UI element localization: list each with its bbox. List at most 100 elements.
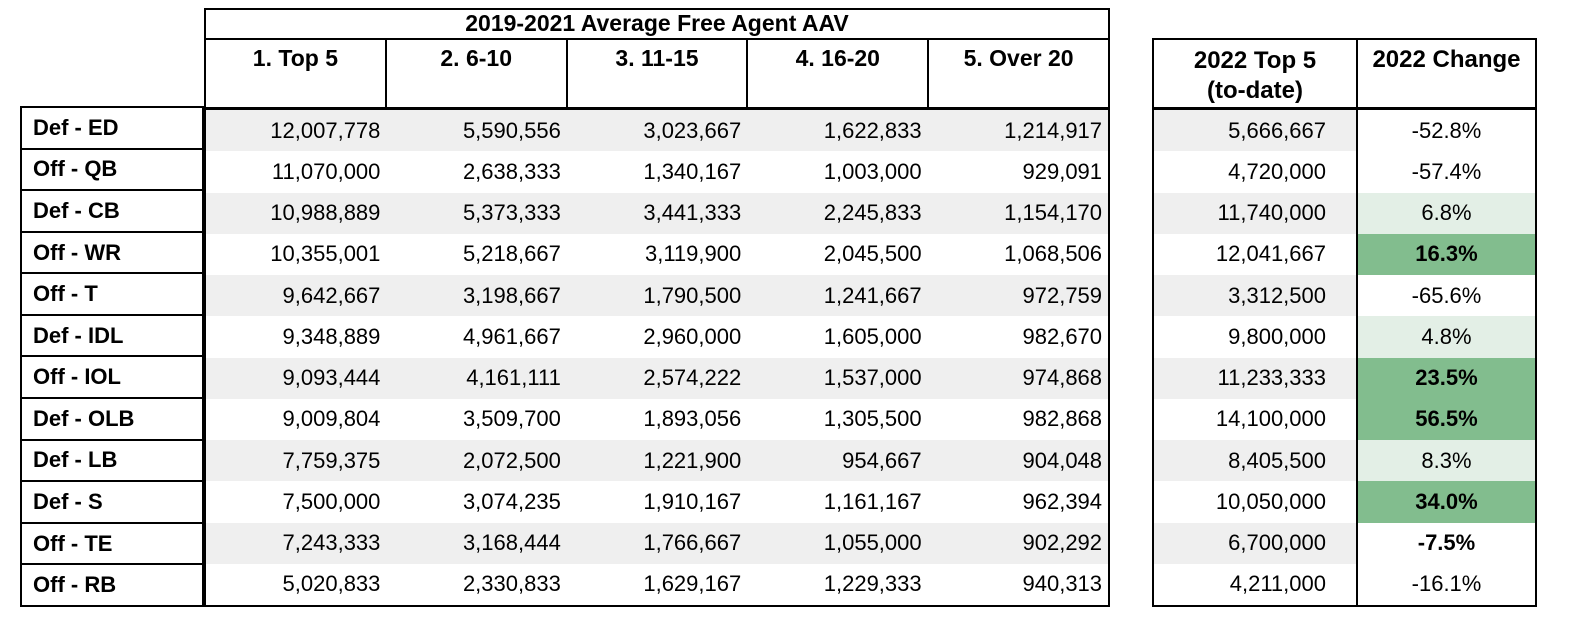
change-2022-cell: -65.6%	[1411, 282, 1482, 308]
row-label: Def - ED	[22, 108, 202, 150]
col-header-2022-top5-line1: 2022 Top 5	[1193, 47, 1317, 74]
table-row: 7,243,333 3,168,444 1,766,667 1,055,000 902,…	[206, 522, 1108, 564]
change-2022-cell: 56.5%	[1358, 398, 1535, 440]
top5-2022-cell: 9,800,000	[1154, 316, 1358, 358]
aav-cell: 9,093,444	[282, 365, 381, 391]
table-row-2022: 4,720,000 -57.4%	[1154, 151, 1535, 193]
table-row-2022: 6,700,000 -7.5%	[1154, 522, 1535, 564]
aav-cell: 3,168,444	[462, 530, 561, 556]
aav-cell: 1,537,000	[823, 365, 922, 391]
row-label: Def - IDL	[22, 315, 202, 358]
aav-cell: 9,642,667	[282, 282, 381, 308]
aav-cell: 7,500,000	[282, 488, 381, 514]
aav-cell: 9,348,889	[282, 323, 381, 349]
aav-cell: 10,355,001	[270, 241, 381, 267]
aav-cell: 962,394	[1022, 488, 1103, 514]
change-2022-cell: 4.8%	[1358, 316, 1535, 358]
top5-2022-cell: 11,233,333	[1154, 357, 1358, 399]
aav-cell: 954,667	[842, 447, 922, 473]
tier-column-headers: 1. Top 5 2. 6-10 3. 11-15 4. 16-20 5. Over 2…	[206, 40, 1108, 110]
change-2022-cell: -7.5%	[1417, 530, 1476, 556]
change-2022-cell: 34.0%	[1358, 481, 1535, 523]
aav-cell: 12,007,778	[270, 117, 381, 143]
row-label: Off - IOL	[22, 357, 202, 400]
top5-2022-cell: 6,700,000	[1154, 522, 1358, 564]
tier-column-header: 2. 6-10	[387, 40, 568, 107]
change-2022-cell: -52.8%	[1411, 117, 1482, 143]
aav-cell: 2,245,833	[823, 200, 922, 226]
aav-cell: 9,009,804	[282, 406, 381, 432]
top5-2022-cell: 10,050,000	[1154, 481, 1358, 523]
row-label: Off - WR	[22, 232, 202, 275]
tier-column-header: 1. Top 5	[206, 40, 387, 107]
change-2022-cell: 23.5%	[1358, 357, 1535, 399]
aav-cell: 1,229,333	[823, 571, 922, 597]
aav-cell: 2,638,333	[462, 158, 561, 184]
aav-cell: 1,214,917	[1004, 117, 1103, 143]
change-2022-cell: -57.4%	[1411, 158, 1482, 184]
aav-cell: 1,241,667	[823, 282, 922, 308]
table-row-2022: 14,100,000 56.5%	[1154, 398, 1535, 440]
aav-cell: 982,868	[1022, 406, 1103, 432]
table-row-2022: 3,312,500 -65.6%	[1154, 275, 1535, 317]
table-row: 10,988,889 5,373,333 3,441,333 2,245,833 1,1…	[206, 192, 1108, 234]
aav-cell: 4,961,667	[462, 323, 561, 349]
aav-cell: 10,988,889	[270, 200, 381, 226]
aav-cell: 1,305,500	[823, 406, 922, 432]
row-label: Def - OLB	[22, 399, 202, 441]
aav-cell: 902,292	[1022, 530, 1103, 556]
col-header-2022-top5-line2: (to-date)	[1207, 77, 1303, 104]
change-2022-cell: 8.3%	[1358, 440, 1535, 482]
aav-cell: 972,759	[1022, 282, 1103, 308]
row-label: Off - T	[22, 274, 202, 316]
aav-cell: 2,960,000	[643, 323, 742, 349]
top5-2022-cell: 8,405,500	[1154, 440, 1358, 482]
aav-cell: 7,759,375	[282, 447, 381, 473]
2022-data-grid: 5,666,667 -52.8% 4,720,000 -57.4% 11,740,000…	[1154, 110, 1535, 605]
table-row: 5,020,833 2,330,833 1,629,167 1,229,333 940,…	[206, 564, 1108, 605]
aav-cell: 1,629,167	[643, 571, 742, 597]
table-row-2022: 4,211,000 -16.1%	[1154, 563, 1535, 605]
tier-column-header: 5. Over 20	[963, 45, 1074, 71]
aav-cell: 904,048	[1022, 447, 1103, 473]
aav-cell: 3,119,900	[644, 241, 742, 267]
aav-cell: 1,790,500	[643, 282, 742, 308]
aav-cell: 5,020,833	[282, 571, 381, 597]
aav-cell: 1,221,900	[643, 447, 742, 473]
aav-cell: 3,198,667	[462, 282, 561, 308]
2022-column-headers: 2022 Top 5 (to-date) 2022 Change	[1154, 40, 1535, 110]
aav-2019-2021-table: 2019-2021 Average Free Agent AAV 1. Top …	[204, 8, 1110, 607]
top5-2022-cell: 14,100,000	[1154, 398, 1358, 440]
top5-2022-cell: 4,720,000	[1154, 151, 1358, 193]
table-row: 7,500,000 3,074,235 1,910,167 1,161,167 962,…	[206, 481, 1108, 522]
aav-cell: 982,670	[1022, 323, 1103, 349]
table-row: 7,759,375 2,072,500 1,221,900 954,667 904,04…	[206, 440, 1108, 482]
aav-cell: 7,243,333	[282, 530, 381, 556]
change-2022-cell: 16.3%	[1358, 233, 1535, 275]
aav-cell: 2,045,500	[823, 241, 922, 267]
table-row: 12,007,778 5,590,556 3,023,667 1,622,833 1,2…	[206, 110, 1108, 152]
aav-cell: 1,605,000	[823, 323, 922, 349]
aav-cell: 929,091	[1022, 158, 1103, 184]
table-2022: 2022 Top 5 (to-date) 2022 Change 5,666,6…	[1152, 38, 1537, 607]
table-row-2022: 12,041,667 16.3%	[1154, 233, 1535, 275]
aav-cell: 1,003,000	[823, 158, 922, 184]
aav-cell: 1,055,000	[823, 530, 922, 556]
table-title: 2019-2021 Average Free Agent AAV	[206, 10, 1108, 40]
table-row-2022: 10,050,000 34.0%	[1154, 481, 1535, 523]
aav-cell: 2,574,222	[643, 365, 742, 391]
aav-cell: 1,068,506	[1004, 241, 1103, 267]
aav-cell: 5,590,556	[462, 117, 561, 143]
tier-column-header: 3. 11-15	[568, 40, 749, 107]
table-row-2022: 9,800,000 4.8%	[1154, 316, 1535, 358]
top5-2022-cell: 3,312,500	[1154, 275, 1358, 317]
table-row-2022: 5,666,667 -52.8%	[1154, 110, 1535, 152]
col-header-2022-top5: 2022 Top 5 (to-date)	[1154, 40, 1358, 107]
top5-2022-cell: 4,211,000	[1154, 563, 1358, 605]
tier-column-header: 4. 16-20	[748, 40, 930, 107]
table-row: 10,355,001 5,218,667 3,119,900 2,045,500 1,0…	[206, 234, 1108, 275]
aav-cell: 1,154,170	[1004, 200, 1103, 226]
row-label: Off - TE	[22, 523, 202, 566]
